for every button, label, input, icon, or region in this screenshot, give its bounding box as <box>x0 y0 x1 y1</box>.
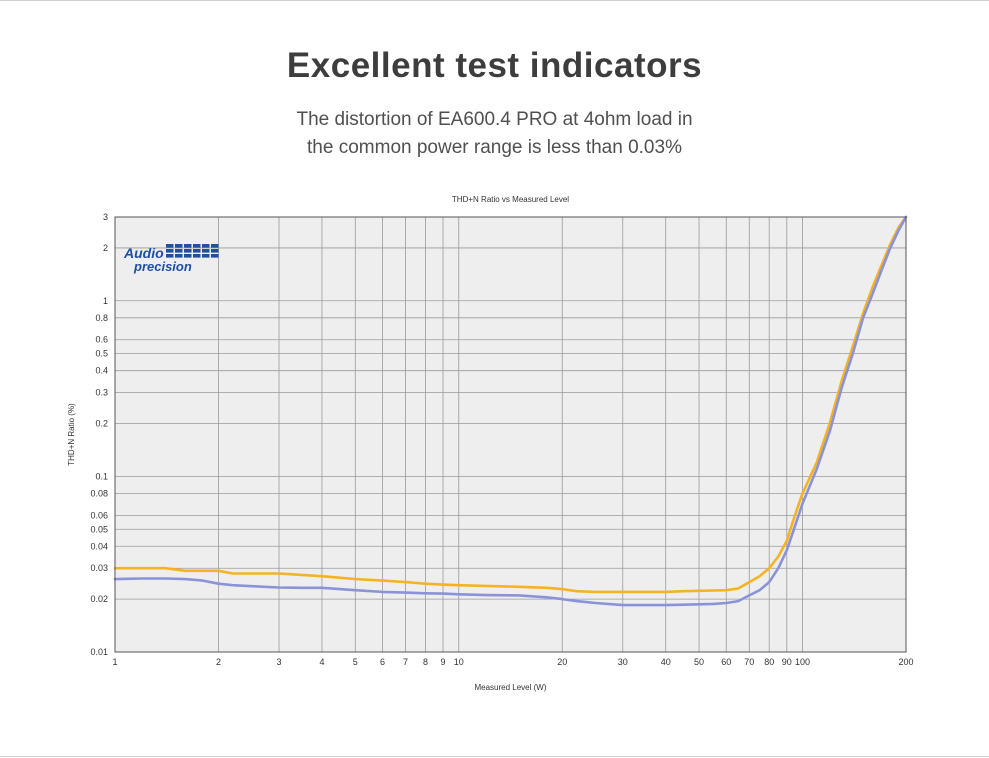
y-tick-label: 2 <box>103 243 108 253</box>
chart-title: THD+N Ratio vs Measured Level <box>452 195 569 204</box>
logo-bar <box>193 249 201 253</box>
logo-bars-icon <box>166 244 219 258</box>
series-lines <box>113 215 908 607</box>
page-title: Excellent test indicators <box>286 46 703 85</box>
x-tick-label: 40 <box>661 657 671 667</box>
x-tick-label: 1 <box>112 657 117 667</box>
x-tick-label: 90 <box>782 657 792 667</box>
bottom-divider <box>0 756 989 757</box>
y-tick-label: 0.04 <box>90 541 108 551</box>
y-tick-label: 0.5 <box>95 349 108 359</box>
y-tick-label: 0.2 <box>95 419 108 429</box>
x-tick-label: 3 <box>277 657 282 667</box>
subtitle-line-2: the common power range is less than 0.03… <box>307 137 682 158</box>
x-tick-label: 60 <box>721 657 731 667</box>
series-line-2 <box>113 215 908 607</box>
logo-bar <box>166 249 174 253</box>
y-tick-label: 0.6 <box>95 335 108 345</box>
y-tick-label: 0.3 <box>95 388 108 398</box>
logo-bar <box>184 254 192 258</box>
y-tick-label: 0.01 <box>90 647 108 657</box>
logo-bar <box>202 244 210 248</box>
logo-bar <box>202 254 210 258</box>
audio-precision-logo: Audio precision <box>123 244 219 274</box>
logo-bar <box>175 244 183 248</box>
page-subtitle: The distortion of EA600.4 PRO at 4ohm lo… <box>0 106 989 162</box>
logo-bar <box>211 249 219 253</box>
x-tick-label: 2 <box>216 657 221 667</box>
x-tick-label: 7 <box>403 657 408 667</box>
y-tick-label: 1 <box>103 296 108 306</box>
y-tick-label: 0.06 <box>90 510 108 520</box>
top-divider <box>0 0 989 1</box>
logo-bar <box>166 254 174 258</box>
x-tick-label: 6 <box>380 657 385 667</box>
y-tick-label: 0.8 <box>95 313 108 323</box>
logo-bar <box>211 254 219 258</box>
x-axis-title: Measured Level (W) <box>474 683 546 692</box>
x-tick-label: 100 <box>795 657 810 667</box>
subtitle-line-1: The distortion of EA600.4 PRO at 4ohm lo… <box>296 109 693 130</box>
logo-bar <box>166 244 174 248</box>
y-tick-label: 0.02 <box>90 594 108 604</box>
tick-labels: 1 2 3 4 5 6 7 8 9 10 20 30 40 50 60 70 80 90 100 200 0.01 0.0… <box>90 212 913 667</box>
logo-line-1: Audio <box>123 245 164 261</box>
y-tick-label: 0.03 <box>90 563 108 573</box>
logo-bar <box>202 249 210 253</box>
x-tick-label: 30 <box>618 657 628 667</box>
logo-bar <box>193 254 201 258</box>
x-tick-label: 70 <box>744 657 754 667</box>
y-tick-label: 0.08 <box>90 488 108 498</box>
plot-area <box>115 217 906 652</box>
y-tick-label: 0.05 <box>90 524 108 534</box>
x-tick-label: 8 <box>423 657 428 667</box>
x-tick-label: 10 <box>454 657 464 667</box>
logo-line-2: precision <box>133 259 192 274</box>
y-axis-title: THD+N Ratio (%) <box>67 403 76 466</box>
series-line-1 <box>113 215 908 594</box>
x-tick-label: 20 <box>557 657 567 667</box>
logo-bar <box>193 244 201 248</box>
plot-frame <box>114 216 907 653</box>
y-tick-label: 0.1 <box>95 471 108 481</box>
y-tick-label: 3 <box>103 212 108 222</box>
logo-bar <box>175 254 183 258</box>
x-tick-label: 5 <box>353 657 358 667</box>
x-tick-label: 9 <box>441 657 446 667</box>
logo-bar <box>211 244 219 248</box>
y-tick-label: 0.4 <box>95 366 108 376</box>
x-tick-label: 4 <box>319 657 324 667</box>
x-tick-label: 80 <box>764 657 774 667</box>
x-tick-label: 50 <box>694 657 704 667</box>
logo-bar <box>175 249 183 253</box>
logo-bar <box>184 244 192 248</box>
logo-bar <box>184 249 192 253</box>
x-tick-label: 200 <box>898 657 913 667</box>
